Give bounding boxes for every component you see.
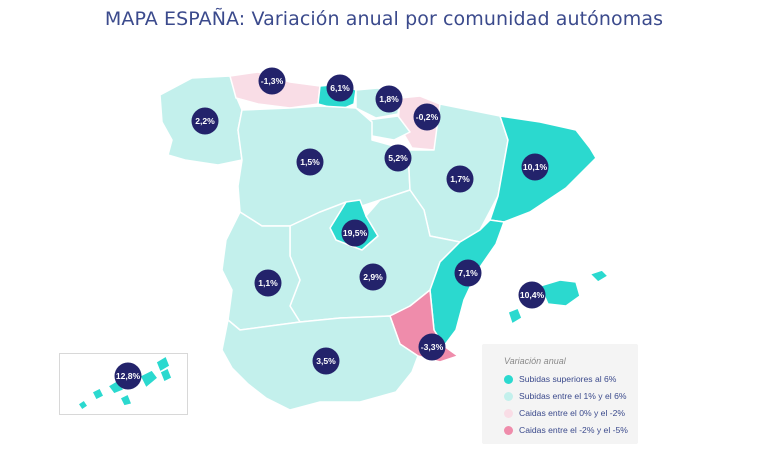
- legend-label: Subidas superiores al 6%: [519, 374, 617, 384]
- badge-circle: [375, 85, 403, 113]
- region-value-badge: 2,2%: [191, 107, 219, 135]
- region-value-badge: -1,3%: [258, 67, 286, 95]
- badge-circle: [341, 219, 369, 247]
- legend-title: Variación anual: [504, 356, 566, 366]
- legend-swatch: [504, 425, 513, 435]
- badge-circle: [521, 153, 549, 181]
- badge-value-label: -0,2%: [416, 112, 439, 122]
- badge-value-label: 1,7%: [450, 174, 470, 184]
- region-value-badge: 7,1%: [454, 259, 482, 287]
- region-value-badge: 10,1%: [521, 153, 549, 181]
- badge-value-label: 10,4%: [520, 290, 545, 300]
- region-value-badge: 6,1%: [326, 74, 354, 102]
- badge-value-label: 7,1%: [458, 268, 478, 278]
- badge-circle: [518, 281, 546, 309]
- badge-circle: [454, 259, 482, 287]
- region-value-badge: 5,2%: [384, 144, 412, 172]
- region-value-badge: 10,4%: [518, 281, 546, 309]
- legend-item: Caidas entre el -2% y el -5%: [504, 423, 628, 437]
- legend-swatch: [504, 408, 513, 418]
- badge-value-label: -1,3%: [261, 76, 284, 86]
- badge-value-label: 2,9%: [363, 272, 383, 282]
- region-canarias-1[interactable]: [77, 399, 89, 411]
- badge-circle: [359, 263, 387, 291]
- region-castilla-leon[interactable]: [237, 105, 411, 227]
- badge-value-label: 12,8%: [116, 371, 141, 381]
- region-baleares-mallorca[interactable]: [539, 279, 581, 307]
- region-value-badge: 3,5%: [312, 347, 340, 375]
- legend-item: Subidas superiores al 6%: [504, 372, 616, 386]
- region-value-badge: 19,5%: [341, 219, 369, 247]
- badge-value-label: 1,8%: [379, 94, 399, 104]
- region-baleares-menorca[interactable]: [589, 269, 609, 283]
- legend-swatch: [504, 391, 513, 401]
- badge-circle: [446, 165, 474, 193]
- map-title: MAPA ESPAÑA: Variación anual por comunid…: [104, 8, 664, 30]
- badge-value-label: 19,5%: [343, 228, 368, 238]
- region-value-badge: -0,2%: [413, 103, 441, 131]
- badge-value-label: 3,5%: [316, 356, 336, 366]
- badge-value-label: 6,1%: [330, 83, 350, 93]
- badge-circle: [254, 269, 282, 297]
- badge-circle: [413, 103, 441, 131]
- badge-value-label: 1,5%: [300, 157, 320, 167]
- legend-label: Subidas entre el 1% y el 6%: [519, 391, 627, 401]
- badge-value-label: 1,1%: [258, 278, 278, 288]
- region-value-badge: 12,8%: [114, 362, 142, 390]
- legend-item: Subidas entre el 1% y el 6%: [504, 389, 627, 403]
- badge-circle: [296, 148, 324, 176]
- badge-value-label: -3,3%: [421, 342, 444, 352]
- badge-value-label: 5,2%: [388, 153, 408, 163]
- value-badges: 2,2% -1,3% 6,1% 1,8% -0,2% 1,5% 5,2% 1,7% 10,1% 1…: [114, 67, 549, 390]
- badge-circle: [258, 67, 286, 95]
- region-value-badge: 1,8%: [375, 85, 403, 113]
- region-canarias-7[interactable]: [159, 367, 173, 383]
- badge-circle: [326, 74, 354, 102]
- legend-swatch: [504, 374, 513, 384]
- region-value-badge: 2,9%: [359, 263, 387, 291]
- badge-circle: [384, 144, 412, 172]
- region-extremadura[interactable]: [221, 211, 301, 331]
- region-baleares-ibiza[interactable]: [507, 307, 523, 325]
- region-canarias-4[interactable]: [119, 393, 133, 407]
- region-value-badge: 1,5%: [296, 148, 324, 176]
- legend-label: Caidas entre el -2% y el -5%: [519, 425, 628, 435]
- region-value-badge: 1,1%: [254, 269, 282, 297]
- region-canarias-2[interactable]: [91, 387, 105, 401]
- legend-item: Caidas entre el 0% y el -2%: [504, 406, 625, 420]
- badge-circle: [191, 107, 219, 135]
- region-value-badge: 1,7%: [446, 165, 474, 193]
- region-value-badge: -3,3%: [418, 333, 446, 361]
- badge-circle: [114, 362, 142, 390]
- badge-value-label: 10,1%: [523, 162, 548, 172]
- legend-label: Caidas entre el 0% y el -2%: [519, 408, 626, 418]
- badge-circle: [312, 347, 340, 375]
- badge-value-label: 2,2%: [195, 116, 215, 126]
- legend: Variación anual Subidas superiores al 6%…: [482, 344, 638, 444]
- badge-circle: [418, 333, 446, 361]
- region-canarias-5[interactable]: [139, 369, 159, 389]
